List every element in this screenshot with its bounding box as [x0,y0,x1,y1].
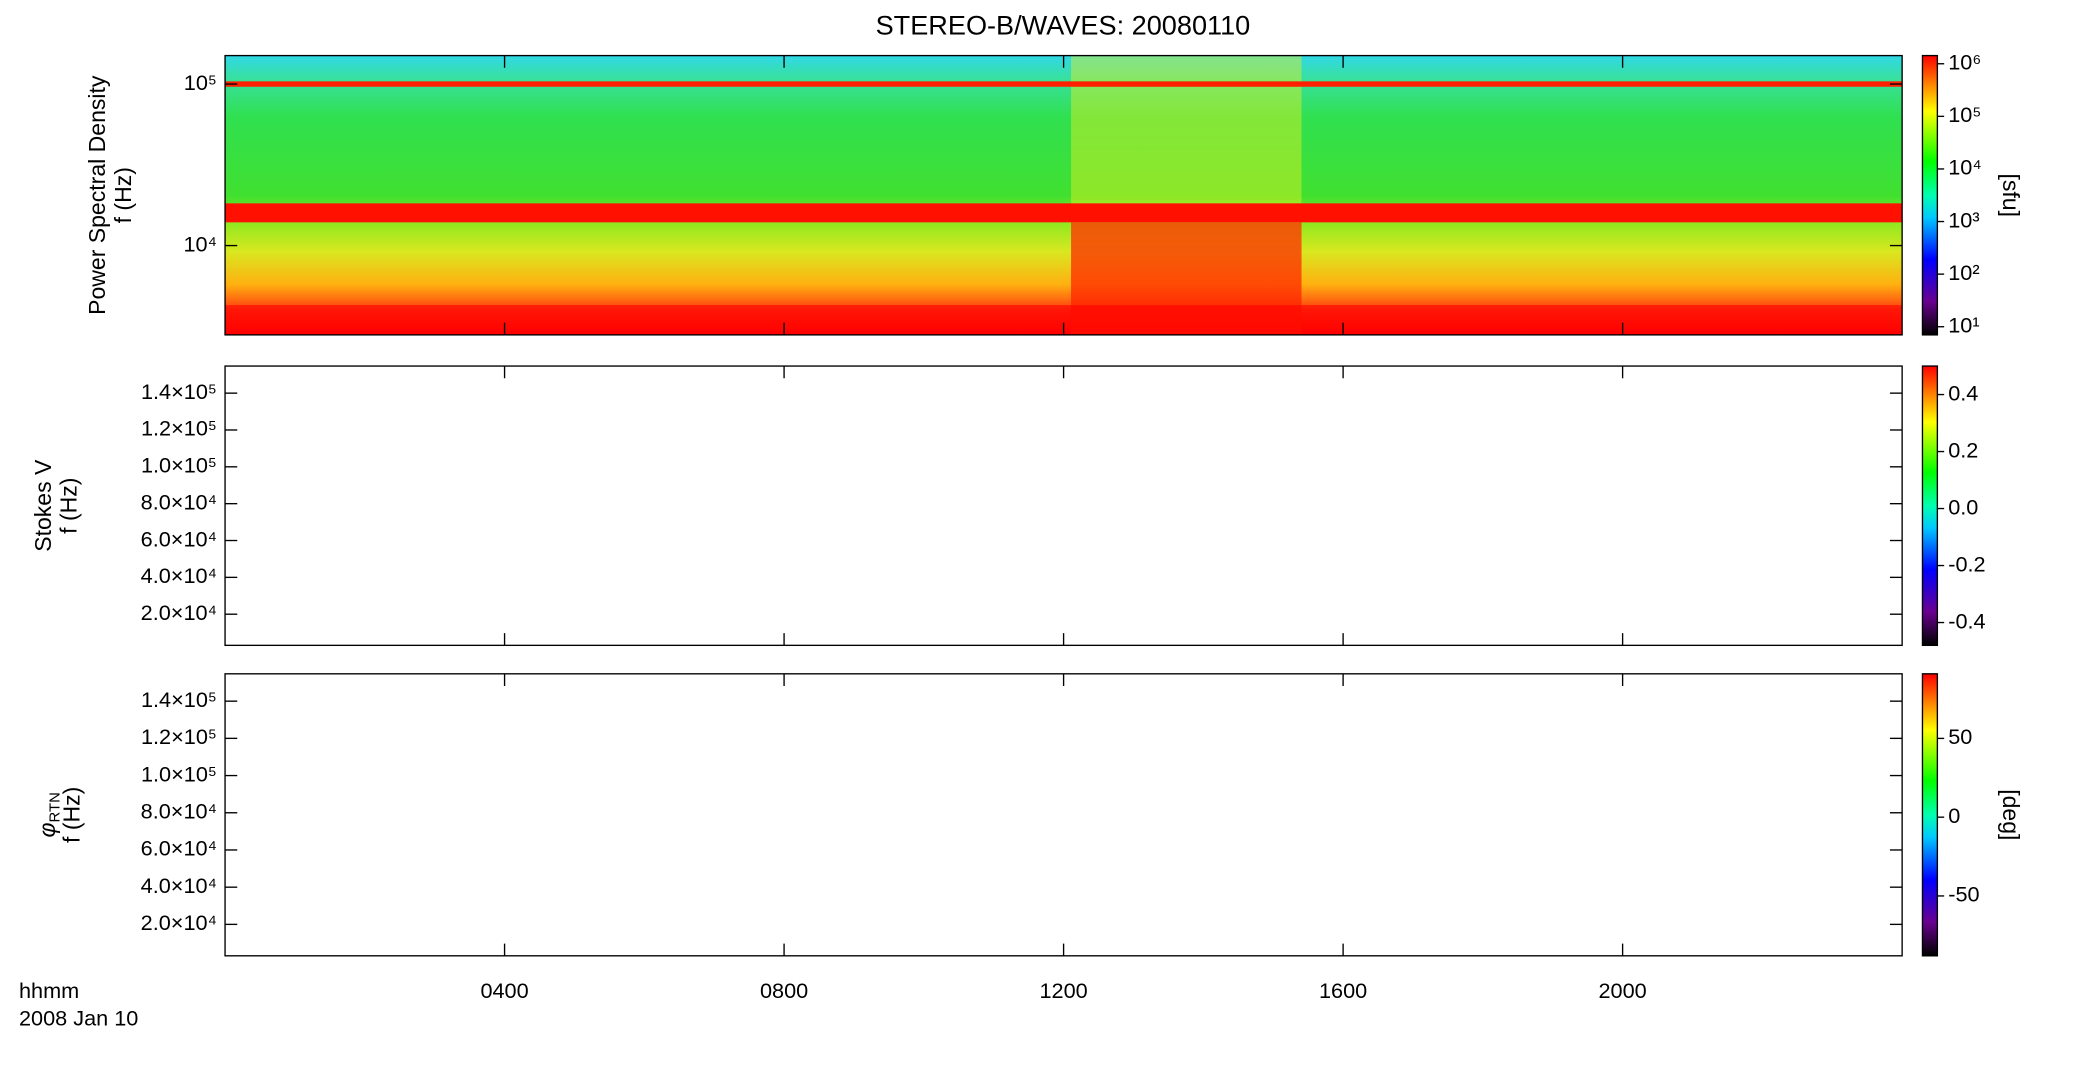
x-tick-label: 0800 [760,978,808,1003]
plot-frame [224,673,1903,957]
y-tick-label: 4.0×10⁴ [141,873,217,898]
y-tick-label: 6.0×10⁴ [141,836,217,861]
colorbar [1921,54,1939,336]
colorbar-tick-label: 0.0 [1948,494,1978,519]
y-tick-label: 1.4×10⁵ [141,687,217,712]
y-axis-label: f (Hz) [110,167,136,223]
y-tick-label: 1.2×10⁵ [141,416,217,441]
y-tick-label: 10⁴ [183,231,216,256]
y-tick-label: 8.0×10⁴ [141,489,217,514]
y-tick-label: 1.0×10⁵ [141,761,217,786]
y-tick-label: 8.0×10⁴ [141,799,217,824]
x-tick-label: 1600 [1319,978,1367,1003]
y-tick-label: 6.0×10⁴ [141,526,217,551]
colorbar-tick-label: 10² [1948,260,1979,285]
colorbar [1921,673,1939,957]
x-axis-label: 2008 Jan 10 [19,1005,138,1030]
colorbar [1921,365,1939,647]
y-tick-label: 1.4×10⁵ [141,379,217,404]
plot-frame [224,365,1903,647]
y-tick-label: 1.2×10⁵ [141,724,217,749]
colorbar-tick-label: 0.4 [1948,380,1978,405]
x-tick-label: 2000 [1598,978,1646,1003]
y-axis-label: Stokes V [30,459,56,552]
y-axis-subscript: RTN [48,792,64,822]
y-tick-label: 4.0×10⁴ [141,563,217,588]
y-tick-label: 10⁵ [184,70,217,95]
colorbar-tick-label: 50 [1948,724,1972,749]
y-axis-label: f (Hz) [58,787,84,843]
x-axis-label: hhmm [19,978,79,1003]
x-tick-label: 0400 [480,978,528,1003]
colorbar-tick-label: 0.2 [1948,437,1978,462]
colorbar-tick-label: 10¹ [1948,312,1979,337]
colorbar-label: [deg] [1998,789,2024,840]
chart-title: STEREO-B/WAVES: 20080110 [876,9,1251,40]
spectrogram-image [225,55,1903,335]
y-tick-label: 2.0×10⁴ [141,910,217,935]
colorbar-tick-label: 10⁴ [1948,155,1981,180]
colorbar-tick-label: -0.4 [1948,608,1985,633]
colorbar-tick-label: 0 [1948,803,1960,828]
colorbar-label: [sfu] [1998,173,2024,217]
x-tick-label: 1200 [1039,978,1087,1003]
colorbar-tick-label: 10⁶ [1948,49,1981,74]
y-tick-label: 1.0×10⁵ [141,453,217,478]
colorbar-tick-label: -0.2 [1948,551,1985,576]
colorbar-tick-label: 10³ [1948,207,1979,232]
y-axis-symbol: φ [34,822,60,837]
y-axis-label: Power Spectral Density [84,75,110,315]
y-axis-label: φRTN [34,792,64,837]
colorbar-tick-label: 10⁵ [1948,102,1981,127]
y-tick-label: 2.0×10⁴ [141,600,217,625]
y-axis-label: f (Hz) [56,478,82,534]
colorbar-tick-label: -50 [1948,882,1979,907]
